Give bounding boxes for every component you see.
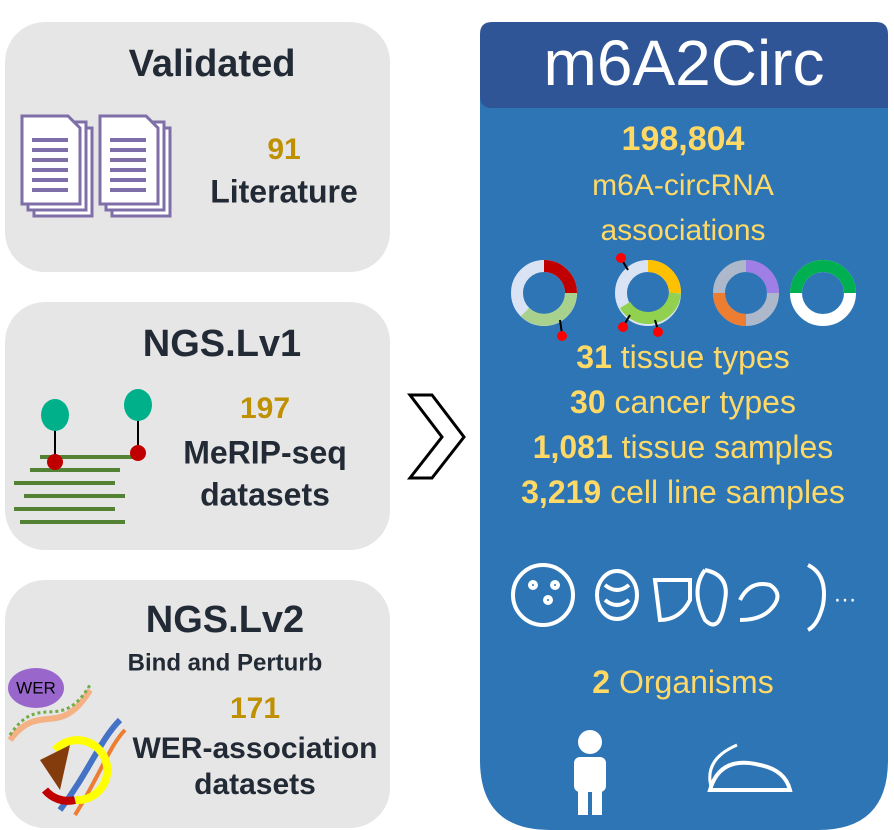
- stat-text: tissue samples: [613, 429, 834, 465]
- stat-number: 30: [570, 384, 606, 420]
- card-subtitle: Bind and Perturb: [128, 649, 323, 676]
- count: 171: [230, 692, 280, 725]
- card-title: Validated: [129, 43, 296, 85]
- stat-line: 30 cancer types: [570, 384, 796, 420]
- badge: WER: [16, 678, 56, 697]
- stat-text: Organisms: [610, 664, 774, 700]
- label: WER-association: [132, 732, 377, 765]
- stat-line: 31 tissue types: [576, 339, 789, 375]
- total-label: associations: [600, 214, 765, 247]
- stat-number: 2: [592, 664, 610, 700]
- stat-number: 31: [576, 339, 612, 375]
- stat-number: 1,081: [533, 429, 613, 465]
- stat-text: cell line samples: [601, 474, 845, 510]
- label: MeRIP-seq: [183, 434, 347, 470]
- card: [5, 302, 390, 550]
- arrow: [406, 393, 466, 480]
- label: datasets: [194, 768, 316, 801]
- stat-line: 1,081 tissue samples: [533, 429, 834, 465]
- panel-title: m6A2Circ: [544, 27, 825, 99]
- total: 198,804: [622, 120, 745, 158]
- stat-line: 2 Organisms: [592, 664, 773, 700]
- total-label: m6A-circRNA: [592, 169, 774, 202]
- label: datasets: [200, 476, 330, 512]
- count: 91: [267, 133, 300, 166]
- card-title: NGS.Lv2: [146, 599, 304, 641]
- stat-line: 3,219 cell line samples: [521, 474, 845, 510]
- count: 197: [240, 392, 290, 425]
- circrna-icons: [511, 260, 856, 326]
- wer-icon: [7, 668, 127, 817]
- stat-number: 3,219: [521, 474, 601, 510]
- documents-icon: [20, 114, 172, 218]
- merip-icon: [14, 389, 152, 524]
- panel-header: [480, 22, 888, 108]
- card-title: NGS.Lv1: [143, 323, 301, 365]
- organism-icons: [574, 730, 793, 815]
- ellipsis: …: [833, 580, 857, 607]
- card: [5, 22, 390, 272]
- label: Literature: [210, 173, 358, 209]
- organ-icons: [511, 563, 826, 632]
- stat-text: cancer types: [606, 384, 796, 420]
- modification-dots: [557, 253, 663, 341]
- stat-text: tissue types: [612, 339, 790, 375]
- panel: [480, 22, 888, 830]
